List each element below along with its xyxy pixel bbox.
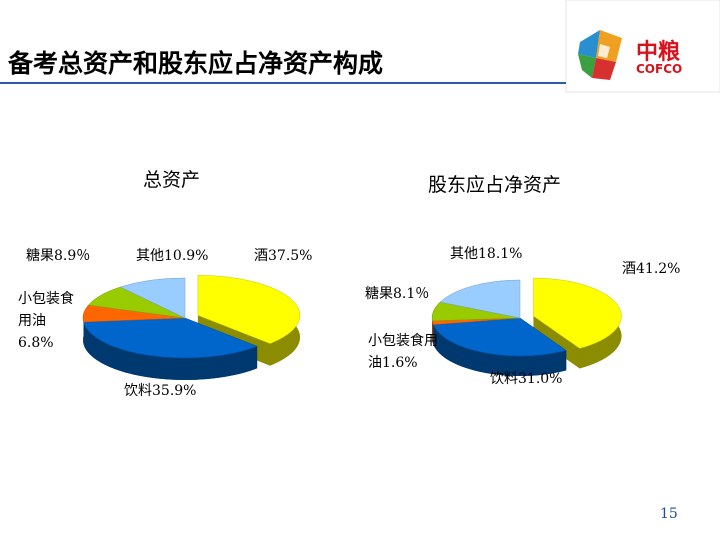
label-category: 酒 (254, 248, 268, 264)
label-category: 糖果 (365, 286, 393, 302)
slice-side (432, 320, 434, 345)
slice (432, 317, 567, 357)
label-category: 饮料 (490, 371, 518, 387)
label-category: 酒 (622, 261, 636, 277)
label-category: 饮料 (124, 383, 152, 399)
label-category: 小包装食用油 (368, 333, 438, 371)
logo-icon (578, 30, 622, 80)
slice (439, 279, 521, 319)
label-value: 37.5% (268, 248, 313, 264)
slice-side (433, 324, 567, 376)
label-value: 31.0% (518, 371, 563, 387)
slide-title: 备考总资产和股东应占净资产构成 (8, 49, 384, 78)
slice (533, 277, 622, 349)
data-label: 酒37.5% (254, 245, 344, 267)
data-label: 酒41.2% (622, 258, 712, 280)
slice-wall (533, 278, 580, 369)
data-label: 饮料35.9% (124, 380, 234, 402)
data-label: 小包装食用油 6.8% (18, 288, 80, 354)
label-category: 其他 (136, 248, 164, 264)
label-value: 35.9% (152, 383, 197, 399)
data-label: 糖果8.9％ (26, 245, 136, 267)
logo-brand: COFCO (636, 62, 683, 76)
label-category: 其他 (450, 246, 478, 262)
label-value: 18.1% (478, 246, 523, 262)
label-value: 1.6% (382, 355, 418, 371)
data-label: 其他18.1% (450, 243, 560, 265)
slice-side (83, 322, 258, 380)
data-label: 小包装食用油1.6% (368, 330, 438, 374)
data-label: 糖果8.1％ (365, 283, 475, 305)
label-value: 41.2% (636, 261, 681, 277)
chart-title: 总资产 (143, 169, 201, 191)
slice (83, 317, 258, 359)
chart-title: 股东应占净资产 (428, 174, 562, 196)
page-number: 15 (660, 506, 678, 522)
label-value: 8.9％ (54, 248, 91, 264)
label-category: 小包装食用油 (18, 291, 74, 329)
label-value: 6.8% (18, 335, 54, 351)
logo-name: 中粮 (636, 40, 681, 65)
data-label: 其他10.9% (136, 245, 246, 267)
data-label: 饮料31.0% (490, 368, 600, 390)
label-value: 8.1％ (393, 286, 430, 302)
slice (119, 277, 186, 319)
slice (197, 275, 301, 344)
label-category: 糖果 (26, 248, 54, 264)
label-value: 10.9% (164, 248, 209, 264)
